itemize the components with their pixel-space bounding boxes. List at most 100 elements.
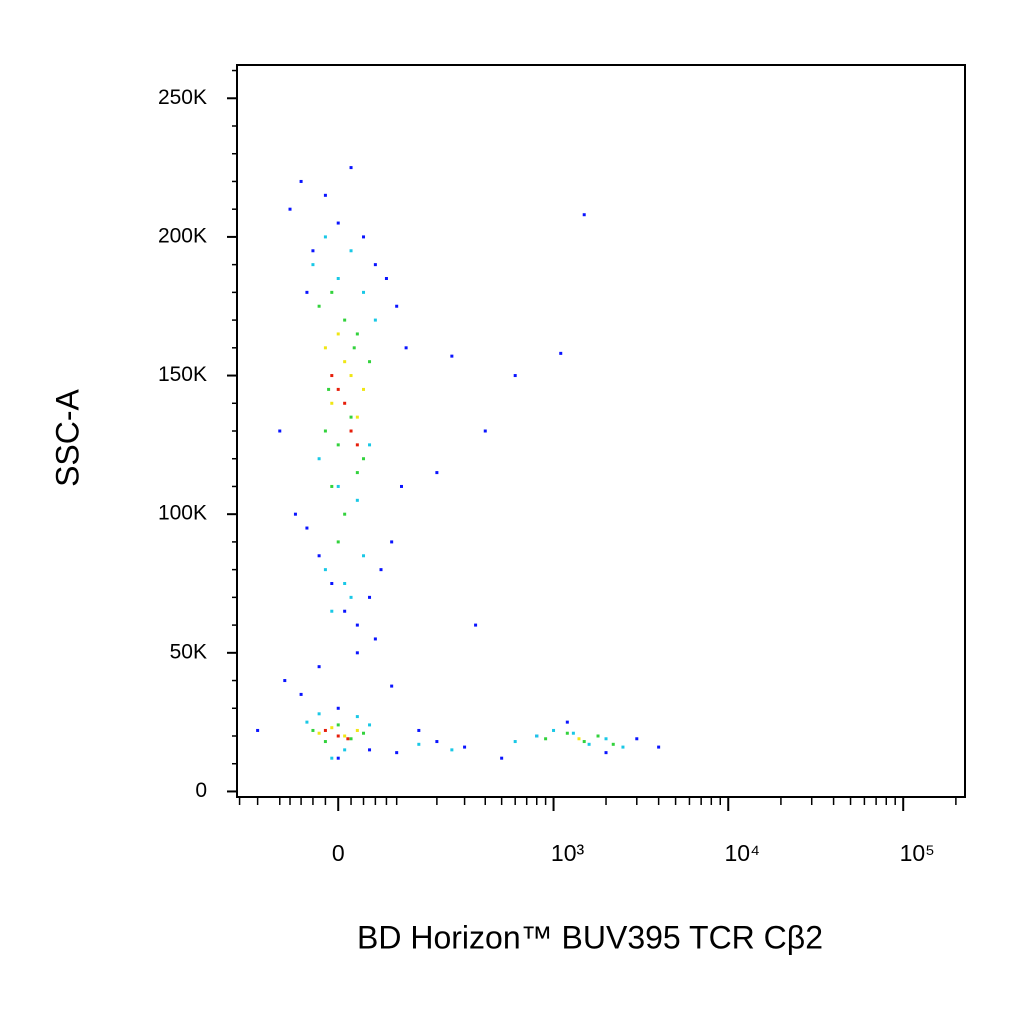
point [317,731,321,735]
point [336,540,340,544]
point [349,595,353,599]
point [362,235,366,239]
point [327,387,331,391]
point [379,568,383,572]
point [390,540,394,544]
point [330,290,334,294]
point [352,346,356,350]
plot-frame [236,64,966,798]
point [362,290,366,294]
point [435,471,439,475]
x-tick-label: 10⁴ [725,840,760,866]
point [323,429,327,433]
point [299,692,303,696]
point [399,484,403,488]
x-tick-label: 10⁵ [900,840,935,866]
x-axis-label: BD Horizon™ BUV395 TCR Cβ2 [357,919,823,955]
point [552,728,556,732]
point [355,498,359,502]
point [355,443,359,447]
point [513,374,517,378]
point [343,582,347,585]
point [384,277,388,280]
point [373,637,377,641]
point [483,429,487,433]
point [336,277,340,280]
point [355,332,359,336]
point [368,723,372,727]
y-axis-label: SSC-A [49,388,85,486]
point [336,723,340,727]
point [355,415,359,419]
point [336,756,340,760]
point [311,728,315,732]
y-tick-label: 0 [195,779,207,802]
point [349,737,353,741]
point [571,731,575,735]
point [293,512,297,516]
point [373,263,377,267]
point [404,346,408,350]
point [278,429,282,433]
point [311,249,315,253]
point [323,740,327,744]
point [513,740,517,744]
point [323,235,327,239]
point [373,318,377,322]
point [305,526,309,530]
point [288,207,292,211]
point [362,387,366,391]
point [323,568,327,572]
point [299,179,303,183]
point [343,609,347,613]
point [311,263,315,267]
point [330,609,334,613]
point [283,679,287,683]
y-tick-label: 250K [158,86,207,109]
point [368,443,372,447]
point [343,748,347,752]
point [395,304,399,308]
point [463,745,467,749]
point [368,748,372,752]
point [474,623,478,627]
point [343,318,347,322]
point [355,623,359,627]
point [544,737,548,741]
point [355,715,359,719]
point [330,726,334,730]
point [323,728,327,732]
point [323,193,327,197]
point [346,737,350,741]
point [450,354,454,358]
point [305,720,309,724]
point [349,374,353,378]
point [349,415,353,419]
point [368,595,372,599]
point [336,221,340,225]
point [577,737,581,741]
point [596,734,600,738]
point [604,737,608,741]
point [621,745,625,749]
point [343,360,347,364]
point [435,740,439,744]
point [587,742,591,746]
point [500,756,504,760]
y-tick-label: 200K [158,224,207,247]
point [336,443,340,447]
point [559,351,563,355]
point [582,213,586,217]
point [417,728,421,732]
point [535,734,539,738]
point [323,346,327,350]
point [565,731,569,735]
point [349,249,353,253]
point [611,742,615,746]
point [330,582,334,585]
point [336,387,340,391]
point [395,751,399,755]
point [317,712,321,716]
point [330,401,334,405]
point [362,457,366,461]
